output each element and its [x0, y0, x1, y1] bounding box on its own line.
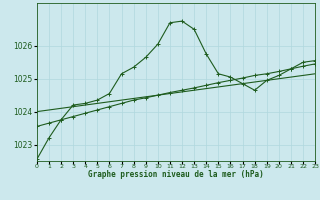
X-axis label: Graphe pression niveau de la mer (hPa): Graphe pression niveau de la mer (hPa) — [88, 170, 264, 179]
